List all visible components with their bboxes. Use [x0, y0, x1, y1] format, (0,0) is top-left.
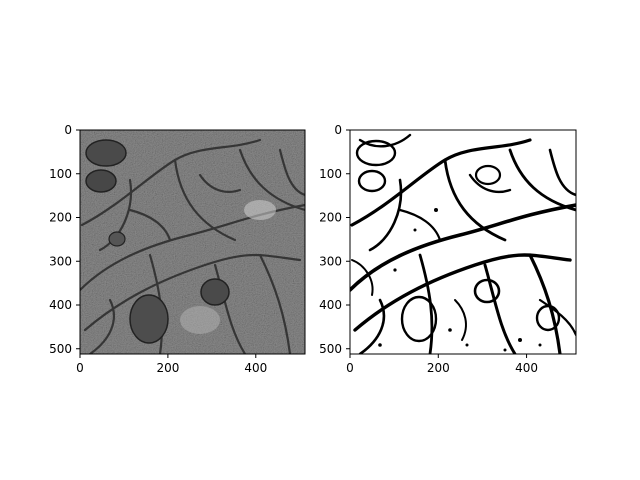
grayscale-em-panel [79, 129, 306, 355]
y-tick-label: 0 [64, 123, 72, 137]
y-tick-label: 100 [49, 167, 72, 181]
y-tick-label: 200 [49, 211, 72, 225]
y-tick-label: 500 [319, 342, 342, 356]
y-tick-label: 0 [334, 123, 342, 137]
y-tick-label: 500 [49, 342, 72, 356]
x-tick-label: 400 [244, 361, 267, 375]
y-tick-label: 300 [319, 254, 342, 268]
x-tick-label: 0 [346, 361, 354, 375]
y-tick-label: 400 [319, 298, 342, 312]
axes-layer: 0 200 400 0 100 200 300 400 500 0 200 400 0 100 200 300… [49, 123, 538, 375]
y-tick-label: 100 [319, 167, 342, 181]
mask-image [350, 130, 576, 354]
binary-mask-panel [349, 129, 577, 355]
x-tick-label: 200 [427, 361, 450, 375]
y-tick-label: 200 [319, 211, 342, 225]
em-image [80, 130, 305, 354]
x-tick-label: 400 [515, 361, 538, 375]
y-tick-label: 400 [49, 298, 72, 312]
x-tick-label: 0 [76, 361, 84, 375]
x-tick-label: 200 [156, 361, 179, 375]
y-tick-label: 300 [49, 254, 72, 268]
